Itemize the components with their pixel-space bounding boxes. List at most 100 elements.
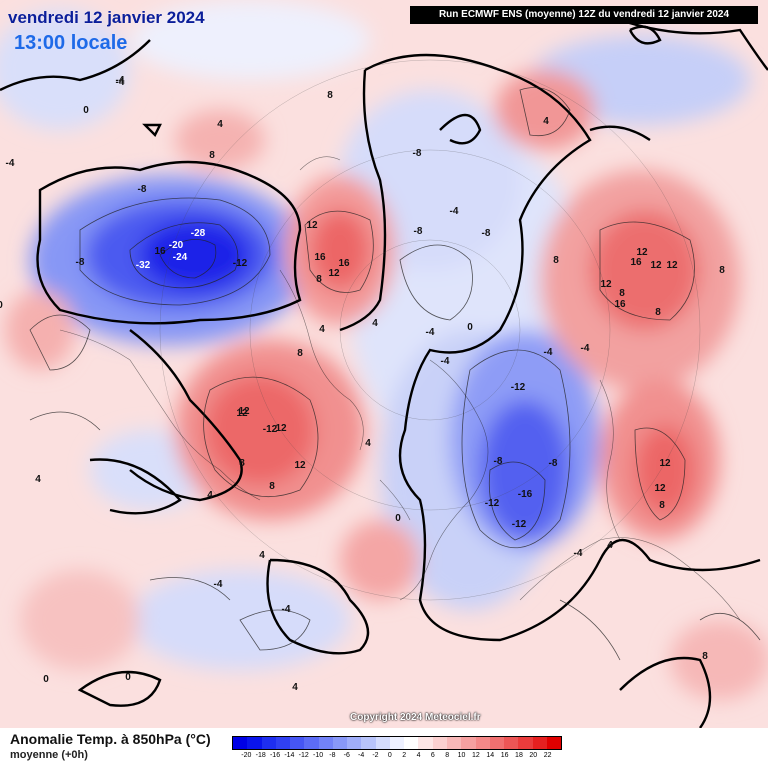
legend-tick-label: 4 [416,752,421,759]
contour-value-label: -8 [414,226,423,237]
legend-tick-label: -4 [358,752,365,759]
contour-value-label: 4 [259,550,265,561]
contour-value-label: -4 [574,548,583,559]
contour-value-label: 4 [319,324,325,335]
legend-swatch [489,737,505,749]
legend-tick-label: 18 [515,752,523,759]
date-title: vendredi 12 janvier 2024 [8,8,205,27]
contour-value-label: 8 [655,307,661,318]
legend-swatch [418,737,433,749]
contour-value-label: -4 [214,579,223,590]
contour-value-label: 12 [294,460,306,471]
contour-value-label: 12 [328,268,340,279]
contour-value-label: 12 [650,260,662,271]
contour-value-label: -8 [482,228,491,239]
contour-value-label: 0 [0,300,3,311]
contour-value-label: -28 [191,228,206,239]
contour-value-label: -8 [76,257,85,268]
legend-swatch [347,737,362,749]
contour-value-label: 8 [719,265,725,276]
legend-swatch [275,737,291,749]
contour-value-label: -24 [173,252,188,263]
contour-value-label: 12 [654,483,666,494]
legend-swatch [247,737,262,749]
contour-value-label: 12 [306,220,318,231]
legend-swatch [518,737,533,749]
legend-swatch [446,737,462,749]
contour-value-label: -4 [450,206,459,217]
legend-tick-label: 8 [445,752,450,759]
contour-value-label: 12 [275,423,287,434]
graticule [159,59,701,601]
legend-tick-label: -8 [329,752,336,759]
contour-value-label: 8 [297,348,303,359]
contour-value-label: 12 [236,408,248,419]
legend-tick-label: 16 [500,752,509,759]
contour-value-label: 8 [702,651,708,662]
contour-value-label: -12 [512,519,527,530]
contour-value-label: -12 [263,424,278,435]
legend-swatch [318,737,333,749]
legend-swatch [404,737,419,749]
legend-swatch [389,737,405,749]
legend-swatch [290,737,305,749]
contour-value-label: -20 [169,240,184,251]
contour-value-label: -8 [494,456,503,467]
contour-value-label: 0 [43,674,49,685]
legend-tick-label: 0 [387,752,392,759]
variable-subtitle: moyenne (+0h) [10,749,88,761]
contour-value-label: 12 [600,279,612,290]
legend-tick-label: 12 [472,752,480,759]
legend-swatch [233,737,248,749]
contour-value-label: 16 [314,252,326,263]
legend-swatch [504,737,519,749]
contour-value-label: -4 [282,604,291,615]
contour-value-label: 0 [83,105,89,116]
legend-tick-label: 22 [543,752,552,759]
contour-value-label: 16 [338,258,350,269]
contour-value-label: 8 [327,90,333,101]
weather-map: -28 -24 -20 16 -32 -12 -8 -8 -4 -4 0 12 12 -12 16 16 12 8… [0,0,768,728]
legend-swatch [475,737,490,749]
contour-value-label: 16 [154,246,166,257]
contour-value-label: 4 [217,119,223,130]
contour-value-label: 12 [238,406,250,417]
legend-swatch [432,737,447,749]
contour-value-label: 16 [614,299,626,310]
contour-value-label: -4 [544,347,553,358]
contour-value-label: 8 [316,274,322,285]
contour-value-label: 8 [553,255,559,266]
legend-tick-label: -14 [284,752,295,759]
legend-swatch [332,737,348,749]
contour-value-label: 4 [35,474,41,485]
contour-value-label: 4 [543,116,549,127]
legend-tick-label: -18 [255,752,266,759]
contour-value-label: 4 [207,490,213,501]
contour-value-label: -4 [441,356,450,367]
contour-value-label: -4 [116,75,125,86]
contour-value-label: -8 [138,184,147,195]
legend-tick-label: 6 [430,752,435,759]
contour-value-label: 8 [659,500,665,511]
contour-value-label: -4 [581,343,590,354]
variable-title: Anomalie Temp. à 850hPa (°C) [10,731,211,747]
contour-value-label: 0 [395,513,401,524]
contour-value-label: 8 [239,458,245,469]
thin-contours [29,87,761,661]
contour-value-label: 12 [636,247,648,258]
contour-value-label: 16 [630,257,642,268]
contour-value-label: 0 [125,672,131,683]
legend-swatch [546,737,562,749]
contour-value-label: -12 [233,258,248,269]
legend-tick-labels: -20 -18 -16 -14 -12 -10 -8 -6 -4 -2 0 2 4 6 8 10 12 14 16 1… [232,750,562,762]
zero-contours [0,18,768,728]
legend-tick-label: 14 [486,752,495,759]
legend-tick-label: 2 [402,752,407,759]
contour-value-label: -4 [426,327,435,338]
legend-swatch [532,737,547,749]
contour-value-label: 12 [666,260,678,271]
contour-value-label: -8 [413,148,422,159]
legend-tick-label: 10 [457,752,466,759]
legend-tick-label: -16 [269,752,281,759]
